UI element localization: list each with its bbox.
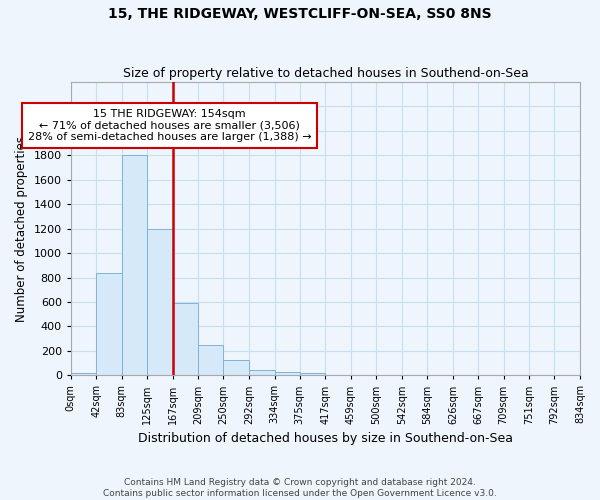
Text: 15, THE RIDGEWAY, WESTCLIFF-ON-SEA, SS0 8NS: 15, THE RIDGEWAY, WESTCLIFF-ON-SEA, SS0 … <box>108 8 492 22</box>
Bar <box>147 228 173 376</box>
Bar <box>122 156 147 376</box>
Bar <box>300 373 325 376</box>
Bar <box>97 272 122 376</box>
X-axis label: Distribution of detached houses by size in Southend-on-Sea: Distribution of detached houses by size … <box>138 432 513 445</box>
Bar <box>275 372 300 376</box>
Y-axis label: Number of detached properties: Number of detached properties <box>15 136 28 322</box>
Bar <box>249 370 275 376</box>
Bar <box>223 360 249 376</box>
Bar <box>199 344 223 376</box>
Bar <box>173 303 199 376</box>
Text: Contains HM Land Registry data © Crown copyright and database right 2024.
Contai: Contains HM Land Registry data © Crown c… <box>103 478 497 498</box>
Title: Size of property relative to detached houses in Southend-on-Sea: Size of property relative to detached ho… <box>122 66 528 80</box>
Text: 15 THE RIDGEWAY: 154sqm
← 71% of detached houses are smaller (3,506)
28% of semi: 15 THE RIDGEWAY: 154sqm ← 71% of detache… <box>28 109 311 142</box>
Bar <box>71 373 97 376</box>
